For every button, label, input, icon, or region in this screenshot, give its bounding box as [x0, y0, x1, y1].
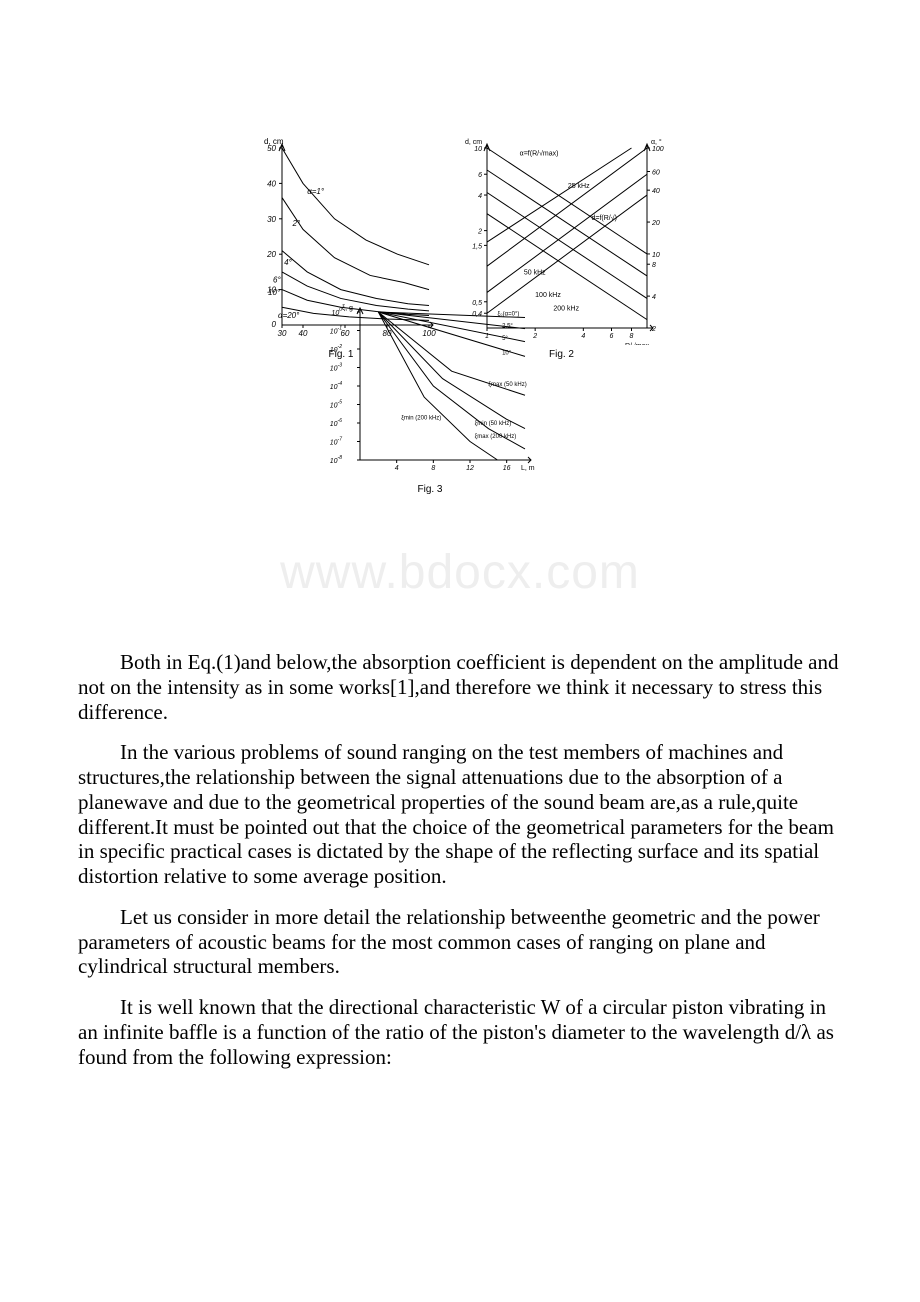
- watermark: www.bdocx.com: [78, 545, 842, 600]
- svg-text:60: 60: [340, 329, 349, 338]
- svg-text:4: 4: [581, 333, 585, 340]
- svg-text:40: 40: [652, 188, 660, 195]
- svg-text:10-5: 10-5: [330, 400, 342, 410]
- svg-text:α=f(R/√max): α=f(R/√max): [519, 149, 558, 157]
- svg-text:2: 2: [651, 326, 656, 333]
- svg-text:10°: 10°: [268, 288, 281, 297]
- svg-text:2: 2: [477, 229, 482, 236]
- paragraph-2: In the various problems of sound ranging…: [78, 740, 842, 889]
- figures-top-row: 1020304050030406080100d, cmα=1°2°4°6°10°…: [244, 130, 677, 360]
- svg-text:10: 10: [652, 252, 660, 259]
- svg-text:10: 10: [474, 146, 482, 153]
- figure-1-svg: 1020304050030406080100d, cmα=1°2°4°6°10°…: [244, 130, 439, 345]
- svg-text:α=20°: α=20°: [278, 311, 300, 320]
- svg-text:d=f(R/√): d=f(R/√): [591, 214, 616, 222]
- figure-2-caption: Fig. 2: [549, 349, 574, 360]
- svg-text:12: 12: [466, 465, 474, 472]
- svg-text:4: 4: [478, 193, 482, 200]
- svg-text:ξmax (200 kHz): ξmax (200 kHz): [475, 434, 517, 440]
- svg-text:8: 8: [629, 333, 633, 340]
- svg-text:20: 20: [651, 220, 660, 227]
- paragraph-4: It is well known that the directional ch…: [78, 995, 842, 1069]
- svg-text:20: 20: [266, 250, 276, 259]
- svg-text:d, cm: d, cm: [465, 139, 482, 146]
- svg-text:6°: 6°: [273, 276, 281, 285]
- svg-text:ξmax (50 kHz): ξmax (50 kHz): [488, 382, 526, 388]
- svg-text:80: 80: [382, 329, 391, 338]
- svg-text:L, m: L, m: [521, 465, 535, 472]
- svg-text:2°: 2°: [291, 219, 300, 228]
- svg-text:ξmin (50 kHz): ξmin (50 kHz): [475, 421, 512, 427]
- figures-block: 1020304050030406080100d, cmα=1°2°4°6°10°…: [78, 130, 842, 495]
- svg-text:10-6: 10-6: [330, 418, 342, 428]
- svg-text:8: 8: [652, 262, 656, 269]
- svg-text:2: 2: [532, 333, 537, 340]
- svg-text:ξmin (200 kHz): ξmin (200 kHz): [401, 415, 441, 421]
- svg-text:10-7: 10-7: [330, 437, 342, 447]
- figure-3-caption: Fig. 3: [417, 484, 442, 495]
- svg-text:4°: 4°: [284, 258, 292, 267]
- svg-text:1: 1: [485, 333, 489, 340]
- svg-text:d, cm: d, cm: [264, 137, 284, 146]
- svg-text:10-3: 10-3: [330, 363, 342, 373]
- svg-text:4: 4: [395, 465, 399, 472]
- svg-text:50 kHz: 50 kHz: [523, 270, 545, 277]
- svg-text:25 kHz: 25 kHz: [567, 183, 589, 190]
- svg-text:10-8: 10-8: [330, 455, 342, 465]
- svg-text:8: 8: [431, 465, 435, 472]
- svg-text:100: 100: [422, 329, 436, 338]
- svg-text:α, °: α, °: [651, 138, 662, 146]
- svg-text:R/√max: R/√max: [624, 342, 649, 345]
- svg-text:6: 6: [478, 172, 482, 179]
- svg-text:60: 60: [652, 170, 660, 177]
- figure-2-svg: 0,4 0,5 1,5 2 4 6 10 2 4 8 10 20 40 60 100 1 2 4 6 8 d, cm α,…: [447, 130, 677, 345]
- svg-text:0,5: 0,5: [472, 300, 482, 307]
- svg-text:0,4: 0,4: [472, 311, 482, 318]
- svg-text:100: 100: [652, 146, 664, 153]
- paragraph-3: Let us consider in more detail the relat…: [78, 905, 842, 979]
- figure-1-caption: Fig. 1: [328, 349, 353, 360]
- svg-text:1,5: 1,5: [472, 243, 482, 250]
- svg-text:4: 4: [652, 294, 656, 301]
- svg-text:30: 30: [267, 215, 276, 224]
- paragraph-1: Both in Eq.(1)and below,the absorption c…: [78, 650, 842, 724]
- svg-text:40: 40: [298, 329, 307, 338]
- svg-text:200 kHz: 200 kHz: [553, 306, 579, 313]
- svg-text:6: 6: [609, 333, 613, 340]
- svg-text:30: 30: [277, 329, 286, 338]
- figure-1: 1020304050030406080100d, cmα=1°2°4°6°10°…: [244, 130, 439, 360]
- svg-text:40: 40: [267, 179, 276, 188]
- svg-text:10-4: 10-4: [330, 381, 342, 391]
- svg-text:100 kHz: 100 kHz: [535, 292, 561, 299]
- svg-text:16: 16: [503, 465, 511, 472]
- svg-text:α=1°: α=1°: [307, 187, 325, 196]
- svg-text:0: 0: [271, 320, 276, 329]
- figure-2: 0,4 0,5 1,5 2 4 6 10 2 4 8 10 20 40 60 100 1 2 4 6 8 d, cm α,…: [447, 130, 677, 360]
